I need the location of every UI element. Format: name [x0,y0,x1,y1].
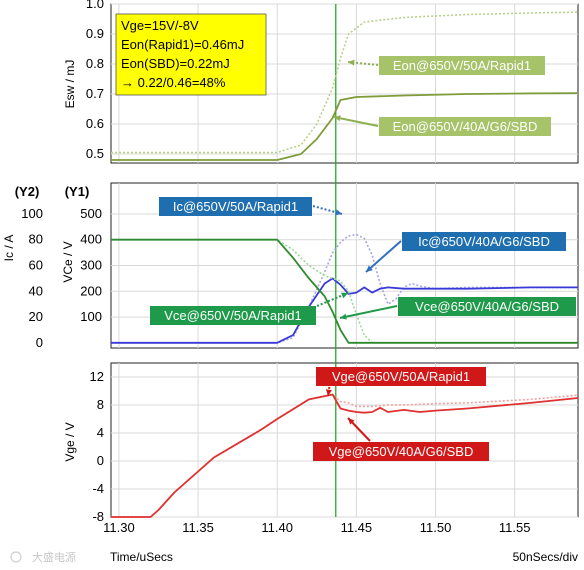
series-gate-1 [111,393,579,518]
label-vce-rapid1-text: Vce@650V/50A/Rapid1 [164,308,302,323]
ytick-gate-1: -4 [92,481,104,496]
watermark-logo-icon [10,551,22,563]
y1-header: (Y1) [65,184,90,199]
panel-frame-3 [110,362,579,518]
label-vge-rapid1-box [316,367,486,386]
xaxis-label: Time/uSecs [110,550,173,564]
label-vce-rapid1-box [150,306,316,325]
info-box [115,13,267,96]
watermark: 大盛电源 [32,550,76,564]
xtick-5: 11.55 [499,520,531,535]
label-eon-rapid1-box [379,56,545,75]
ytick-y2-3: 60 [29,258,43,273]
label-vge-rapid1-text: Vge@650V/50A/Rapid1 [332,369,470,384]
label-vce-sbd-text: Vce@650V/40A/G6/SBD [415,299,559,314]
series-iv-2 [111,238,578,344]
label-ic-sbd-arrowhead [366,265,373,272]
ytick-energy-1: 0.6 [86,116,104,131]
ylabel-y2: Ic / A [2,235,16,262]
series-iv-3 [111,238,578,344]
xtick-1: 11.35 [182,520,214,535]
label-vge-sbd-text: Vge@650V/40A/G6/SBD [329,444,474,459]
y2-header: (Y2) [15,184,40,199]
info-box-line-0: Vge=15V/-8V [121,18,199,33]
ylabel-y1: VCe / V [61,241,75,282]
ytick-y2-2: 40 [29,283,43,298]
label-vge-rapid1-arrowhead [325,389,332,396]
label-ic-rapid1-arrowhead [335,209,342,216]
series-energy-1 [111,92,579,161]
label-ic-sbd-box [402,232,566,251]
label-eon-sbd-arrow [333,116,379,127]
info-box-line-2: Eon(SBD)=0.22mJ [121,56,230,71]
label-ic-rapid1-text: Ic@650V/50A/Rapid1 [173,199,298,214]
ytick-y2-5: 100 [21,206,43,221]
ytick-energy-2: 0.7 [86,86,104,101]
label-vge-sbd-box [313,442,489,461]
label-vce-sbd-arrowhead [340,313,347,320]
info-box-line-3: → 0.22/0.46=48% [121,75,226,90]
ytick-energy-3: 0.8 [86,56,104,71]
label-eon-sbd-text: Eon@650V/40A/G6/SBD [393,119,538,134]
label-eon-rapid1-text: Eon@650V/50A/Rapid1 [393,58,531,73]
label-ic-sbd-text: Ic@650V/40A/G6/SBD [418,234,550,249]
ytick-gate-4: 8 [97,397,104,412]
xaxis-scale-note: 50nSecs/div [513,550,578,564]
ylabel-gate: Vge / V [63,422,77,461]
info-box-line-1: Eon(Rapid1)=0.46mJ [121,37,244,52]
annotations: Vge=15V/-8V Eon(Rapid1)=0.46mJ Eon(SBD)=0.… [115,13,576,461]
ytick-energy-4: 0.9 [86,26,104,41]
xtick-2: 11.40 [261,520,293,535]
xtick-4: 11.50 [420,520,452,535]
label-ic-sbd-arrow [365,240,402,273]
label-eon-rapid1-arrowhead [348,59,355,66]
label-ic-rapid1-box [159,197,312,216]
ytick-y1-4: 500 [80,206,102,221]
label-vce-rapid1-arrowhead [341,292,348,299]
label-eon-sbd-arrowhead [334,115,341,122]
label-vce-sbd-box [398,297,576,316]
xtick-3: 11.45 [341,520,373,535]
xtick-0: 11.30 [103,520,135,535]
label-eon-sbd-box [379,117,551,136]
ylabel-energy: Esw / mJ [63,60,77,109]
ytick-gate-5: 12 [90,369,104,384]
ytick-y1-3: 400 [80,232,102,247]
axis-labels: 0.50.60.70.80.91.01002003004005000204060… [2,0,578,564]
ytick-y2-4: 80 [29,232,43,247]
ytick-y1-2: 300 [80,258,102,273]
ytick-energy-0: 0.5 [86,146,104,161]
label-vce-sbd-arrow [339,305,398,319]
ytick-y2-1: 20 [29,309,43,324]
ytick-y1-1: 200 [80,283,102,298]
ytick-gate-3: 4 [97,425,104,440]
label-vge-sbd-arrowhead [348,418,355,425]
ytick-y2-0: 0 [36,335,43,350]
ytick-y1-0: 100 [80,309,102,324]
series-energy-0 [111,11,579,154]
ytick-energy-5: 1.0 [86,0,104,11]
ytick-gate-0: -8 [92,509,104,524]
ytick-gate-2: 0 [97,453,104,468]
